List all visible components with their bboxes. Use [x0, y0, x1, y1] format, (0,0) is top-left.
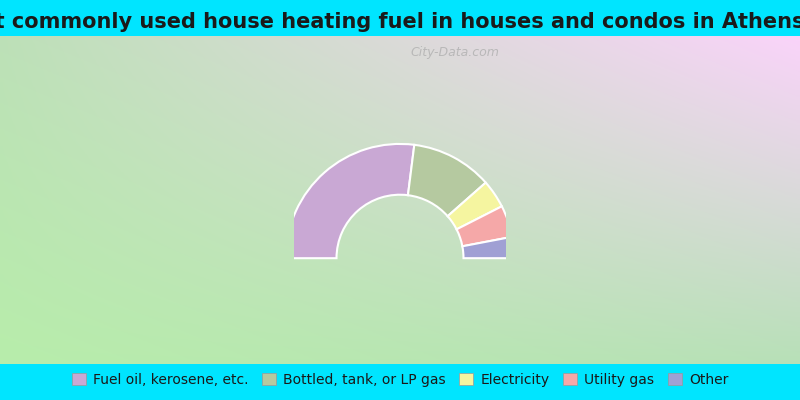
Wedge shape	[462, 237, 514, 258]
Wedge shape	[457, 206, 512, 246]
Wedge shape	[286, 144, 414, 258]
Wedge shape	[408, 145, 486, 216]
Text: Most commonly used house heating fuel in houses and condos in Athens, NY: Most commonly used house heating fuel in…	[0, 12, 800, 32]
Legend: Fuel oil, kerosene, etc., Bottled, tank, or LP gas, Electricity, Utility gas, Ot: Fuel oil, kerosene, etc., Bottled, tank,…	[66, 368, 734, 392]
Wedge shape	[448, 183, 502, 229]
Text: City-Data.com: City-Data.com	[410, 46, 499, 59]
